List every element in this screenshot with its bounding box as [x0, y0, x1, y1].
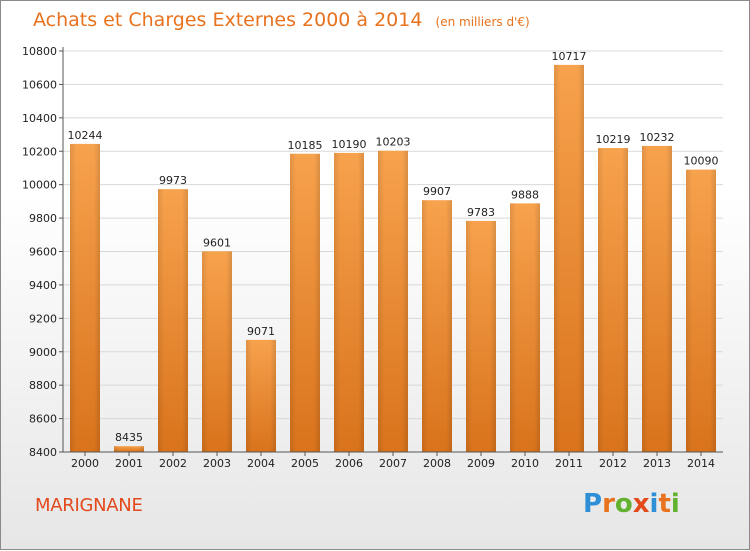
value-label-2007: 10203: [376, 136, 411, 149]
logo-letter: i: [670, 489, 680, 519]
value-label-2009: 9783: [467, 206, 495, 219]
x-tick-label-2004: 2004: [247, 457, 275, 470]
chart-title: Achats et Charges Externes 2000 à 2014: [33, 9, 423, 31]
x-tick-label-2002: 2002: [159, 457, 187, 470]
bar-shade-2008: [422, 200, 452, 452]
bar-shade-2001: [114, 446, 144, 452]
x-tick-label-2008: 2008: [423, 457, 451, 470]
x-tick-label-2011: 2011: [555, 457, 583, 470]
bar-shade-2010: [510, 203, 540, 452]
bars: 10244 8435 9973 9601 9071 10185 10190 10203 9907…: [68, 50, 719, 453]
bar-shade-2005: [290, 153, 320, 452]
y-tick-label: 8800: [29, 379, 57, 392]
y-tick-label: 9400: [29, 279, 57, 292]
logo-letter: x: [632, 489, 650, 519]
value-label-2004: 9071: [247, 325, 275, 338]
x-tick-label-2003: 2003: [203, 457, 231, 470]
bar-shade-2014: [686, 169, 716, 453]
y-tick-label: 9200: [29, 312, 57, 325]
y-tick-label: 10200: [22, 145, 57, 158]
chart-unit-label: (en milliers d'€): [435, 15, 530, 29]
bar-shade-2009: [466, 220, 496, 452]
logo-letter: o: [614, 489, 633, 519]
logo-letter: P: [583, 489, 603, 519]
city-name: MARIGNANE: [35, 495, 143, 516]
value-label-2005: 10185: [288, 139, 323, 152]
y-tick-label: 8400: [29, 446, 57, 459]
chart-title-block: Achats et Charges Externes 2000 à 2014 (…: [33, 9, 530, 31]
value-label-2014: 10090: [684, 155, 719, 168]
y-tick-label: 8600: [29, 413, 57, 426]
value-label-2010: 9888: [511, 188, 539, 201]
value-label-2006: 10190: [332, 138, 367, 151]
x-tick-label-2014: 2014: [687, 457, 715, 470]
value-label-2012: 10219: [596, 133, 631, 146]
value-label-2002: 9973: [159, 174, 187, 187]
value-label-2013: 10232: [640, 131, 675, 144]
x-tick-label-2010: 2010: [511, 457, 539, 470]
y-tick-label: 10600: [22, 78, 57, 91]
x-tick-label-2001: 2001: [115, 457, 143, 470]
bar-shade-2006: [334, 152, 364, 452]
proxiti-logo[interactable]: Proxiti: [583, 489, 680, 519]
value-label-2008: 9907: [423, 185, 451, 198]
value-label-2011: 10717: [552, 50, 587, 63]
bar-shade-2011: [554, 64, 584, 452]
bar-shade-2002: [158, 189, 188, 452]
x-tick-label-2000: 2000: [71, 457, 99, 470]
x-tick-label-2006: 2006: [335, 457, 363, 470]
bar-shade-2012: [598, 148, 628, 452]
bar-shade-2013: [642, 145, 672, 453]
logo-letter: t: [658, 489, 671, 519]
bar-shade-2007: [378, 150, 408, 452]
y-tick-label: 10000: [22, 179, 57, 192]
value-label-2001: 8435: [115, 431, 143, 444]
bar-shade-2004: [246, 339, 276, 452]
x-tick-label-2005: 2005: [291, 457, 319, 470]
x-tick-label-2012: 2012: [599, 457, 627, 470]
x-tick-label-2009: 2009: [467, 457, 495, 470]
axes: 8400 8600 8800 9000 9200 9400 9600 9800 10000 102…: [22, 45, 723, 470]
y-tick-label: 10400: [22, 112, 57, 125]
x-tick-label-2013: 2013: [643, 457, 671, 470]
y-tick-label: 9800: [29, 212, 57, 225]
y-tick-label: 10800: [22, 45, 57, 58]
bar-shade-2000: [70, 143, 100, 453]
logo-letter: i: [649, 489, 659, 519]
value-label-2003: 9601: [203, 236, 231, 249]
bar-shade-2003: [202, 251, 232, 452]
y-tick-label: 9600: [29, 246, 57, 259]
x-tick-label-2007: 2007: [379, 457, 407, 470]
logo-letter: r: [602, 489, 615, 519]
y-tick-label: 9000: [29, 346, 57, 359]
value-label-2000: 10244: [68, 129, 103, 142]
